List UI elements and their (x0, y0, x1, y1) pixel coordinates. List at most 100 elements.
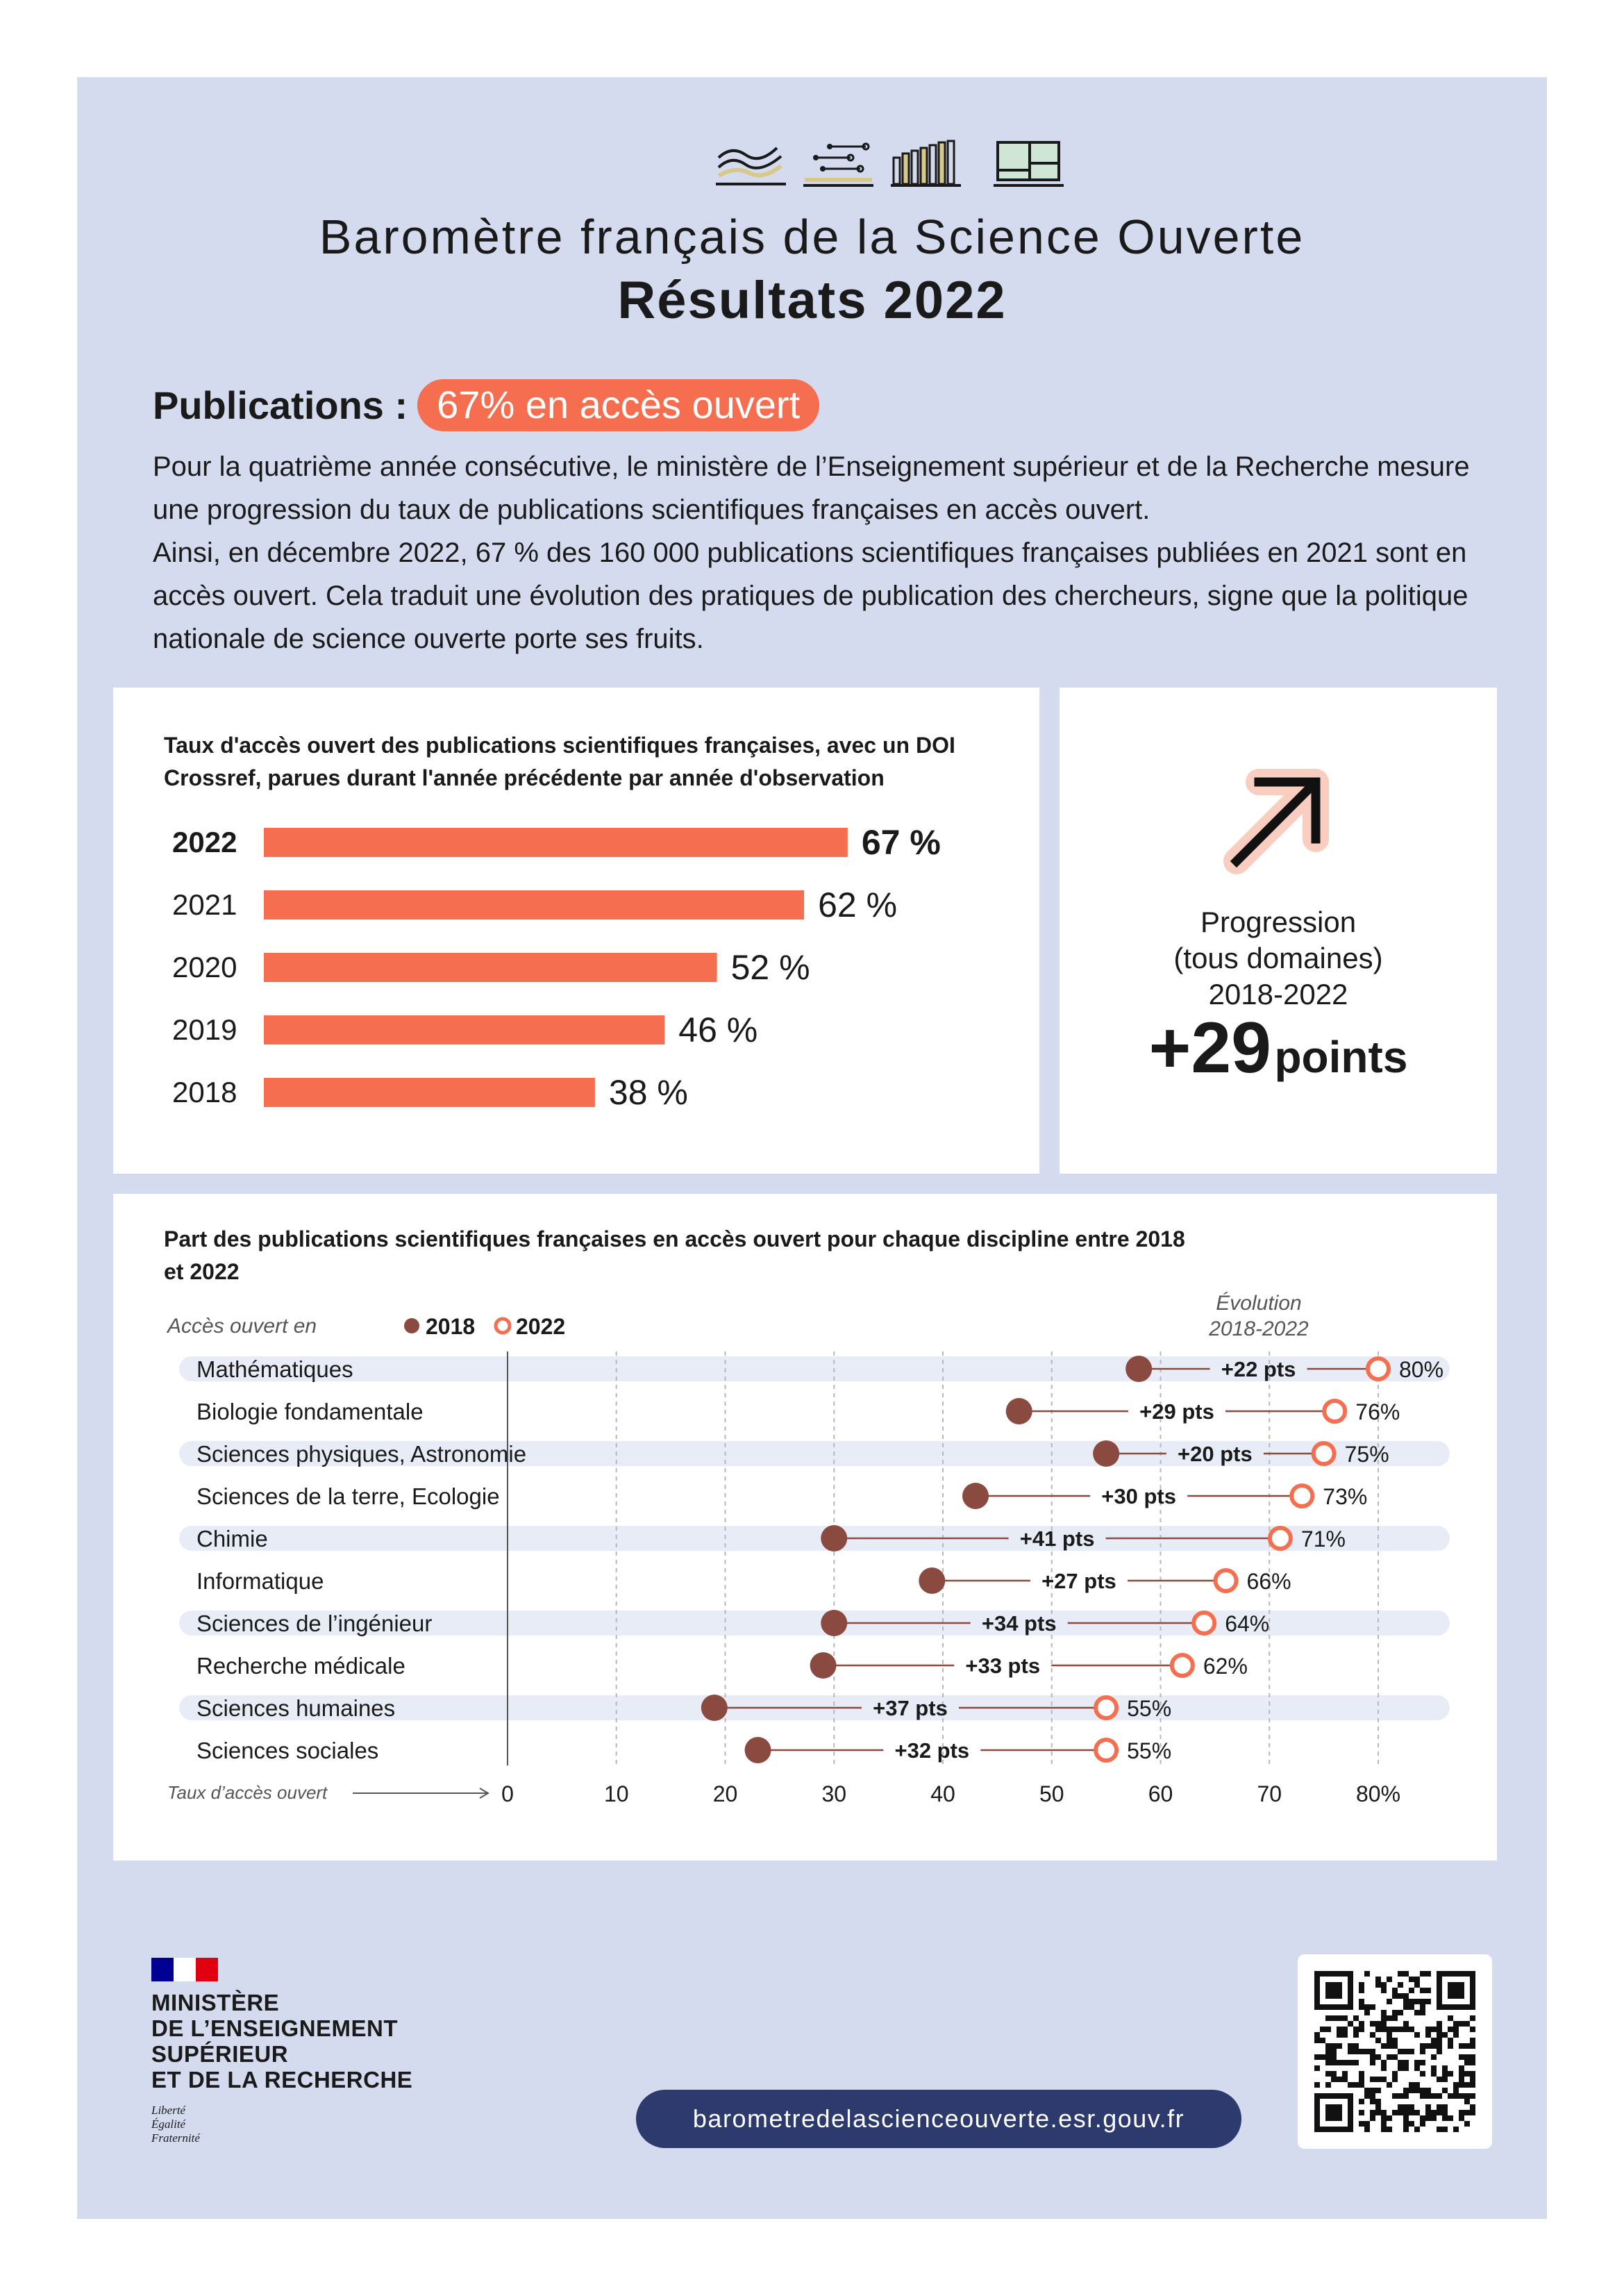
discipline-label: Sciences de l’ingénieur (196, 1611, 432, 1636)
header-icons (714, 138, 1075, 201)
point-2018 (821, 1525, 848, 1552)
point-2022 (1169, 1653, 1195, 1678)
progression-label-line-3: 2018-2022 (1208, 978, 1348, 1010)
ministry-name: MINISTÈRE DE L’ENSEIGNEMENT SUPÉRIEUR ET… (151, 1990, 412, 2093)
qr-code[interactable] (1298, 1954, 1492, 2149)
point-2018 (810, 1652, 837, 1679)
bar-2019 (264, 1015, 665, 1045)
x-tick-label: 10 (604, 1781, 629, 1806)
motto-line-2: Égalité (151, 2118, 186, 2131)
progression-card: Progression (tous domaines) 2018-2022 +2… (1060, 688, 1497, 1174)
evolution-header-line-2: 2018-2022 (1208, 1317, 1309, 1340)
x-tick-label: 40 (930, 1781, 955, 1806)
progression-number: +29 (1148, 1008, 1271, 1088)
open-access-highlight-badge: 67% en accès ouvert (417, 379, 820, 431)
line-chart-icon (716, 147, 786, 185)
arrow-up-right-icon (1223, 769, 1329, 874)
point-2022 (1213, 1568, 1239, 1593)
ministry-logo: MINISTÈRE DE L’ENSEIGNEMENT SUPÉRIEUR ET… (151, 1958, 412, 2145)
discipline-card: Part des publications scientifiques fran… (113, 1194, 1497, 1861)
x-tick-label: 30 (821, 1781, 846, 1806)
ministry-line-1: MINISTÈRE (151, 1990, 280, 2015)
ministry-line-2: DE L’ENSEIGNEMENT (151, 2015, 399, 2041)
bar-year-label: 2021 (172, 888, 237, 921)
evolution-label: +20 pts (1178, 1442, 1253, 1466)
end-value-label: 71% (1301, 1526, 1346, 1552)
evolution-header-line-1: Évolution (1216, 1292, 1301, 1315)
point-2022 (1094, 1695, 1119, 1720)
bar-value-label: 52 % (731, 948, 810, 987)
point-2018 (1093, 1440, 1120, 1467)
end-value-label: 80% (1399, 1357, 1443, 1382)
bar-value-label: 62 % (818, 885, 897, 924)
end-value-label: 62% (1203, 1654, 1248, 1679)
intro-text: Pour la quatrième année consécutive, le … (153, 445, 1472, 660)
discipline-label: Sciences sociales (196, 1738, 378, 1763)
qr-code-icon (1314, 1971, 1475, 2132)
row-band (179, 1441, 1450, 1466)
evolution-label: +37 pts (873, 1696, 948, 1720)
legend-2022-marker (494, 1317, 512, 1335)
motto-line-3: Fraternité (151, 2131, 200, 2145)
x-tick-label: 0 (501, 1781, 514, 1806)
bar-2020 (264, 953, 717, 982)
point-2022 (1267, 1526, 1293, 1551)
progression-unit: points (1274, 1032, 1408, 1082)
point-2018 (821, 1610, 848, 1636)
publications-heading: Publications : 67% en accès ouvert (153, 379, 820, 431)
evolution-label: +34 pts (982, 1611, 1057, 1636)
evolution-label: +27 pts (1041, 1569, 1116, 1593)
bars-chart-icon (891, 140, 961, 187)
discipline-label: Recherche médicale (196, 1653, 405, 1679)
publications-label: Publications : (153, 383, 408, 427)
end-value-label: 55% (1127, 1738, 1171, 1763)
evolution-label: +32 pts (894, 1738, 969, 1763)
point-2018 (1125, 1356, 1153, 1382)
legend-2018-label: 2018 (426, 1314, 475, 1339)
dumbbell-chart-title: Part des publications scientifiques fran… (164, 1226, 1185, 1284)
french-flag-icon (151, 1958, 218, 1981)
evolution-label: +30 pts (1101, 1484, 1176, 1508)
intro-paragraph-1: Pour la quatrième année consécutive, le … (153, 451, 1470, 525)
progression-label-line-2: (tous domaines) (1173, 942, 1383, 974)
evolution-label: +33 pts (965, 1654, 1040, 1678)
evolution-label: +22 pts (1221, 1357, 1296, 1381)
point-2018 (744, 1737, 771, 1763)
bar-value-label: 67 % (862, 823, 941, 862)
bar-2018 (264, 1078, 595, 1107)
ministry-line-3: SUPÉRIEUR (151, 2041, 289, 2067)
x-tick-label: 50 (1039, 1781, 1064, 1806)
legend-2018-marker (404, 1318, 419, 1333)
dumbbell-chart: Accès ouvert en 2018 2022 Évolution2018-202… (166, 1292, 1450, 1806)
x-axis-arrowhead-icon (479, 1788, 489, 1799)
x-tick-label: 80% (1356, 1781, 1400, 1806)
row-band (179, 1526, 1450, 1551)
end-value-label: 76% (1355, 1399, 1400, 1424)
point-2018 (962, 1483, 989, 1509)
discipline-label: Sciences physiques, Astronomie (196, 1441, 526, 1467)
yearly-rate-card: Taux d'accès ouvert des publications sci… (113, 688, 1039, 1174)
bar-value-label: 38 % (609, 1073, 688, 1112)
end-value-label: 64% (1225, 1611, 1269, 1636)
website-link[interactable]: barometredelascienceouverte.esr.gouv.fr (636, 2090, 1241, 2148)
evolution-label: +29 pts (1139, 1399, 1214, 1424)
x-tick-label: 70 (1257, 1781, 1282, 1806)
intro-paragraph-2: Ainsi, en décembre 2022, 67 % des 160 00… (153, 538, 1468, 654)
row-band (179, 1611, 1450, 1636)
progression-label-line-1: Progression (1200, 906, 1357, 938)
point-2018 (919, 1567, 946, 1594)
republic-motto: Liberté Égalité Fraternité (151, 2104, 412, 2145)
point-2022 (1311, 1441, 1337, 1466)
bar-chart-title: Taux d'accès ouvert des publications sci… (164, 733, 955, 790)
bar-year-label: 2018 (172, 1076, 237, 1108)
point-2022 (1094, 1738, 1119, 1763)
end-value-label: 55% (1127, 1696, 1171, 1721)
bar-value-label: 46 % (678, 1010, 757, 1049)
evolution-label: +41 pts (1020, 1526, 1095, 1551)
point-2018 (701, 1695, 728, 1721)
discipline-label: Chimie (196, 1526, 268, 1552)
discipline-label: Biologie fondamentale (196, 1399, 424, 1424)
end-value-label: 73% (1323, 1484, 1367, 1509)
bar-chart: 2022 67 % 2021 62 % 2020 52 % 2019 46 % 2018 38 % (172, 823, 941, 1112)
bar-year-label: 2020 (172, 951, 237, 983)
